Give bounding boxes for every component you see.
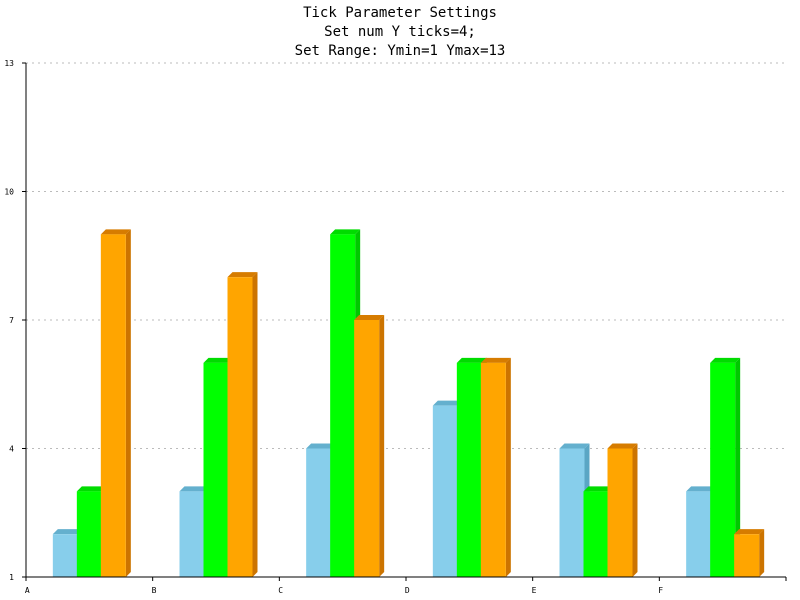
bar-top-E-series-3 [607,443,638,449]
bar-side-F-series-2 [735,357,741,577]
x-tick-label: F [658,586,663,595]
bar-side-F-series-3 [759,529,765,577]
chart-subtitle-line-2: Set Range: Ymin=1 Ymax=13 [294,43,506,59]
x-tick-label: A [25,586,30,595]
bar-A-series-3 [100,234,126,578]
bar-side-D-series-3 [505,357,511,577]
bar-B-series-2 [203,362,229,577]
y-tick-label: 1 [9,573,14,582]
bar-D-series-3 [480,362,506,577]
chart-title-block: Tick Parameter Settings Set num Y ticks=… [0,4,800,61]
bar-top-F-series-2 [710,357,741,363]
bar-top-B-series-1 [179,486,210,492]
bar-D-series-2 [456,362,482,577]
bar-top-A-series-2 [76,486,107,492]
bar-top-D-series-2 [456,357,487,363]
bar-F-series-3 [734,534,760,577]
bar-C-series-3 [354,320,380,577]
bar-D-series-1 [432,405,458,577]
x-tick-label: C [278,586,283,595]
y-tick-label: 4 [9,445,14,454]
y-tick-label: 13 [4,59,14,68]
bar-E-series-3 [607,448,633,577]
bar-C-series-1 [306,448,332,577]
bar-C-series-2 [330,234,356,578]
bar-top-E-series-2 [583,486,614,492]
y-tick-label: 7 [9,316,14,325]
bar-top-F-series-1 [686,486,717,492]
bar-side-B-series-3 [252,272,258,577]
bar-top-C-series-1 [306,443,337,449]
x-tick-label: D [405,586,410,595]
bar-top-D-series-1 [432,400,463,406]
y-tick-label: 10 [4,188,14,197]
bar-E-series-1 [559,448,585,577]
bar-side-A-series-3 [125,229,131,578]
bar-A-series-1 [52,534,78,577]
bar-top-C-series-2 [330,229,361,235]
bar-top-D-series-3 [480,357,511,363]
bar-top-E-series-1 [559,443,590,449]
bars-layer [52,229,765,578]
x-tick-label: E [532,586,537,595]
bar-F-series-1 [686,491,712,577]
bar-side-C-series-3 [379,315,385,577]
bar-top-A-series-3 [100,229,131,235]
grid-layer [26,62,786,449]
bar-B-series-3 [227,277,253,577]
bar-top-C-series-3 [354,315,385,320]
chart-subtitle-line-1: Set num Y ticks=4; [324,24,476,40]
bar-B-series-1 [179,491,205,577]
chart-title: Tick Parameter Settings [303,5,497,21]
bar-top-B-series-2 [203,357,234,363]
bar-top-F-series-3 [734,529,765,535]
bar-F-series-2 [710,362,736,577]
bar-A-series-2 [76,491,102,577]
bar-top-B-series-3 [227,272,258,278]
x-tick-label: B [152,586,157,595]
bar-top-A-series-1 [52,529,83,535]
axis-layer [22,62,787,581]
bar-side-E-series-3 [632,443,638,577]
bar-E-series-2 [583,491,609,577]
labels-layer: 1 4 7 10 13 A B C D E F [4,59,663,595]
